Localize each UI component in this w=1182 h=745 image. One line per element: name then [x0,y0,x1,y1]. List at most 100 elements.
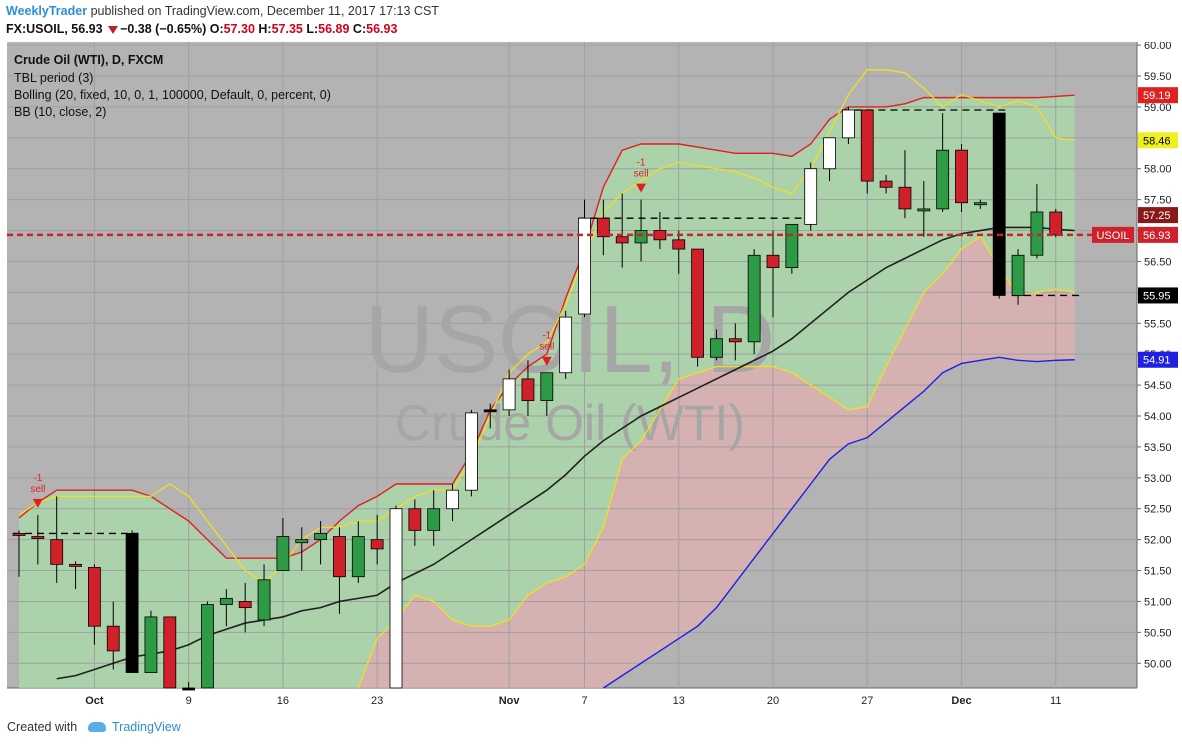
candle-body [615,236,629,244]
candle-body [860,109,874,182]
price-tick-label: 53.50 [1144,442,1172,454]
sell-arrow-icon [636,183,647,193]
blue-band-line [602,356,1075,689]
author-link[interactable]: WeeklyTrader [6,4,88,18]
price-tags: 59.19 58.46 57.25 56.93 55.95 54.91 [1138,87,1178,368]
candle-body [125,533,139,673]
candle-body [823,137,836,170]
price-change: −0.38 (−0.65%) [120,22,207,36]
candle-body [1049,211,1063,236]
high-value: 57.35 [271,22,303,36]
candle-body [163,616,177,689]
candle-body [728,338,742,343]
candle-body [559,316,573,374]
price-tick-label: 54.50 [1144,380,1172,392]
legend-tbl[interactable]: TBL period (3) [14,71,93,85]
close-label: C: [352,22,367,36]
chart-header: WeeklyTrader published on TradingView.co… [0,0,1182,42]
sell-signal-label: sell [539,342,554,353]
candle-body [672,239,686,250]
candle-body [804,168,818,225]
open-value: 57.30 [223,22,255,36]
time-tick-label: 16 [277,695,289,707]
price-tick-label: 51.50 [1144,566,1172,578]
candle-body [992,112,1006,296]
candle-body [464,412,478,491]
candle-body [351,536,365,578]
symbol[interactable]: FX:USOIL, [6,22,68,36]
yellow-lower-line [357,235,1075,689]
publish-line: WeeklyTrader published on TradingView.co… [6,4,439,18]
candle-body [691,248,704,358]
price-tag-label: 57.25 [1143,210,1171,222]
candle-body [502,378,516,411]
candle-body [747,254,761,343]
legend-bb[interactable]: BB (10, close, 2) [14,105,106,119]
sell-signal-label: sell [30,484,45,495]
time-tick-label: Nov [499,695,521,707]
sell-arrow-icon [32,498,43,508]
candle-body [483,409,497,413]
created-with: Created with [7,720,78,734]
low-label: L: [306,22,319,36]
candle-body [201,604,214,689]
time-tick-label: Oct [85,695,104,707]
price-tag [1138,351,1178,368]
candle-body [88,567,101,627]
candle-body [596,217,610,238]
candles [12,106,1063,691]
close-value: 56.93 [366,22,398,36]
grid [7,42,1137,688]
candle-body [446,489,459,510]
price-tag [1138,87,1178,104]
price-tick-label: 57.50 [1144,195,1172,207]
price-tick-label: 50.00 [1144,658,1172,670]
candle-body [31,536,45,539]
candle-body [333,536,346,578]
quote-line: FX:USOIL, 56.93 −0.38 (−0.65%) O:57.30 H… [6,22,397,36]
price-tick-label: 52.50 [1144,504,1172,516]
tradingview-link[interactable]: TradingView [88,720,181,734]
last-price-symbol: USOIL [1096,230,1129,242]
down-arrow-icon [108,25,119,34]
price-tag [1138,287,1178,304]
candle-body [238,601,252,609]
published-text: published on TradingView.com, December 1… [90,4,439,18]
candle-body [219,597,233,605]
time-tick-label: 27 [861,695,873,707]
price-chart[interactable]: USOIL, D Crude Oil (WTI) -1sell-1sell-1s… [0,42,1182,712]
watermark-name: Crude Oil (WTI) [395,395,745,451]
price-tag-label: 58.46 [1143,135,1171,147]
pink-band-fill [358,236,1075,688]
sell-signal-number: -1 [637,158,646,169]
price-tag [1138,226,1178,243]
candle-body [144,616,158,673]
open-label: O: [209,22,224,36]
price-tick-label: 51.00 [1144,596,1172,608]
time-tick-label: Dec [951,695,971,707]
time-axis[interactable] [0,688,1182,712]
yellow-upper-line [18,69,1075,584]
legend-bolling[interactable]: Bolling (20, fixed, 10, 0, 1, 100000, De… [14,88,331,102]
candle-body [634,230,648,244]
upper-band-line [18,94,1075,559]
price-tag-label: 59.19 [1143,90,1171,102]
candle-body [842,109,855,139]
price-tick-label: 53.00 [1144,473,1172,485]
last-price-line: USOIL [7,226,1137,243]
time-tick-label: 20 [767,695,779,707]
legend-title[interactable]: Crude Oil (WTI), D, FXCM [14,53,163,67]
last-price: 56.93 [71,22,103,36]
candle-body [898,186,912,210]
candle-body [257,579,271,621]
candle-body [370,539,384,550]
price-tag [1138,207,1178,224]
price-tick-label: 58.00 [1144,164,1172,176]
candle-body [276,536,290,571]
sell-arrow-icon [541,356,552,366]
candle-body [785,223,799,269]
price-tick-label: 60.00 [1144,42,1172,52]
candle-body [295,539,309,544]
candle-body [540,372,554,401]
